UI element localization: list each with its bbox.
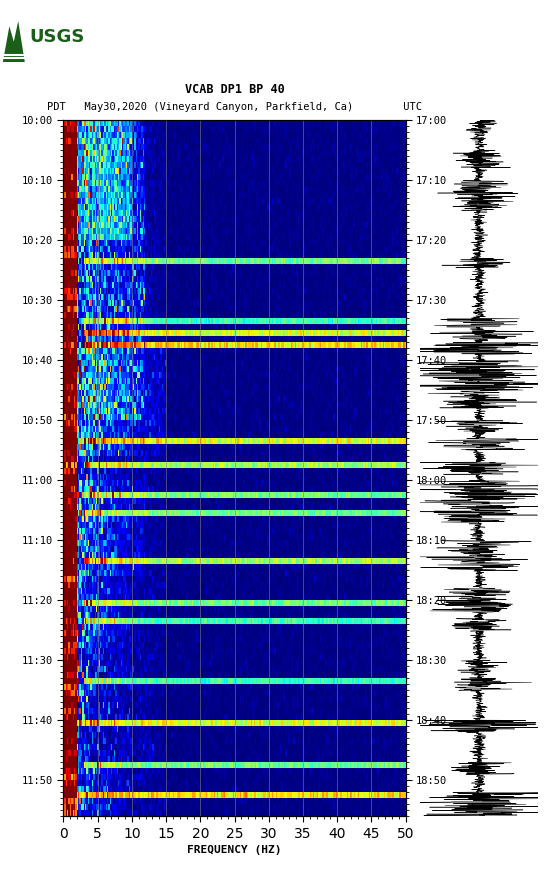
Text: VCAB DP1 BP 40: VCAB DP1 BP 40 — [185, 83, 284, 96]
Polygon shape — [3, 21, 25, 62]
X-axis label: FREQUENCY (HZ): FREQUENCY (HZ) — [187, 845, 282, 855]
Text: USGS: USGS — [29, 28, 84, 45]
Text: PDT   May30,2020 (Vineyard Canyon, Parkfield, Ca)        UTC: PDT May30,2020 (Vineyard Canyon, Parkfie… — [47, 102, 422, 112]
